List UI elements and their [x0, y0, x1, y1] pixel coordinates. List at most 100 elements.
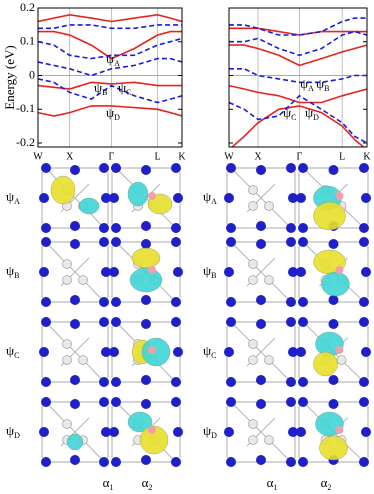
- metal-atom: [173, 427, 183, 437]
- metal-atom: [99, 223, 109, 233]
- light-atom: [248, 275, 258, 285]
- annotation-symbol: ψ: [300, 76, 308, 91]
- x-tick-label: W: [224, 151, 234, 162]
- metal-atom: [224, 193, 234, 203]
- metal-atom: [226, 297, 236, 307]
- annotation-symbol: ψ: [106, 105, 114, 120]
- orbital-cell: [39, 237, 111, 307]
- metal-atom: [296, 193, 306, 203]
- metal-atom: [39, 267, 49, 277]
- orbital-lobe: [131, 247, 161, 269]
- band-line: [38, 81, 182, 90]
- metal-atom: [141, 319, 151, 329]
- metal-atom: [256, 165, 266, 175]
- metal-atom: [361, 347, 371, 357]
- y-tick-label: 0.2: [20, 0, 35, 14]
- dopant-atom: [335, 426, 344, 434]
- light-atom: [248, 259, 258, 269]
- orbital-lobe: [321, 271, 350, 297]
- metal-atom: [256, 455, 266, 465]
- orbital-lobe: [141, 337, 171, 367]
- band-line: [38, 30, 182, 60]
- metal-atom: [361, 427, 371, 437]
- annotation-sub: C: [126, 88, 131, 97]
- metal-atom: [286, 457, 296, 467]
- band-line: [229, 68, 367, 84]
- metal-atom: [141, 239, 151, 249]
- metal-atom: [298, 377, 308, 387]
- metal-atom: [111, 237, 121, 247]
- orbital-cell: [109, 317, 183, 387]
- metal-atom: [99, 377, 109, 387]
- metal-atom: [226, 223, 236, 233]
- metal-atom: [286, 317, 296, 327]
- light-atom: [264, 435, 274, 445]
- dopant-atom: [335, 192, 344, 200]
- metal-atom: [298, 457, 308, 467]
- column-label-symbol: α: [267, 475, 274, 490]
- metal-atom: [286, 297, 296, 307]
- metal-atom: [141, 375, 151, 385]
- metal-atom: [171, 457, 181, 467]
- metal-atom: [286, 223, 296, 233]
- annotation-sub: D: [313, 113, 319, 122]
- metal-atom: [101, 267, 111, 277]
- row-label-symbol: ψ: [203, 343, 211, 358]
- row-label: ψD: [6, 423, 20, 440]
- row-label-sub: C: [211, 351, 216, 360]
- orbital-cell: [109, 397, 183, 467]
- light-atom: [62, 275, 72, 285]
- metal-atom: [361, 193, 371, 203]
- metal-atom: [298, 237, 308, 247]
- metal-atom: [101, 427, 111, 437]
- metal-atom: [70, 295, 80, 305]
- annotation: ψB: [94, 80, 107, 97]
- metal-atom: [99, 397, 109, 407]
- metal-atom: [111, 457, 121, 467]
- column-label: α2: [142, 475, 153, 492]
- light-atom: [78, 275, 88, 285]
- annotation: ψB: [316, 76, 329, 93]
- row-label-sub: C: [14, 351, 19, 360]
- x-tick-label: X: [254, 151, 262, 162]
- metal-atom: [286, 237, 296, 247]
- metal-atom: [109, 193, 119, 203]
- orbital-lobe: [319, 435, 348, 461]
- metal-atom: [288, 427, 298, 437]
- metal-atom: [296, 267, 306, 277]
- x-tick-label: K: [178, 151, 186, 162]
- orbital-cell: [224, 237, 298, 307]
- metal-atom: [141, 295, 151, 305]
- metal-atom: [173, 347, 183, 357]
- band-line: [229, 44, 367, 67]
- metal-atom: [224, 347, 234, 357]
- orbital-cell: [296, 163, 371, 233]
- orbital-lobe: [78, 197, 100, 215]
- metal-atom: [328, 165, 339, 175]
- band-line: [38, 57, 182, 77]
- orbital-cell: [39, 397, 111, 467]
- annotation-sub: B: [102, 88, 107, 97]
- annotation: ψA: [300, 76, 314, 93]
- row-label-symbol: ψ: [6, 263, 14, 278]
- metal-atom: [256, 375, 266, 385]
- plot-frame: [228, 7, 368, 148]
- metal-atom: [41, 457, 51, 467]
- row-label-sub: B: [211, 271, 216, 280]
- metal-atom: [361, 267, 371, 277]
- metal-atom: [41, 377, 51, 387]
- band-line: [38, 78, 182, 104]
- metal-atom: [171, 317, 181, 327]
- row-label-sub: A: [211, 197, 217, 206]
- metal-atom: [288, 193, 298, 203]
- dopant-atom: [148, 192, 156, 200]
- metal-atom: [111, 377, 121, 387]
- metal-atom: [359, 297, 369, 307]
- row-label-sub: D: [211, 431, 217, 440]
- metal-atom: [286, 397, 296, 407]
- row-label: ψC: [203, 343, 216, 360]
- metal-atom: [359, 317, 369, 327]
- metal-atom: [70, 165, 80, 175]
- light-atom: [248, 201, 258, 211]
- lattice: [41, 241, 109, 303]
